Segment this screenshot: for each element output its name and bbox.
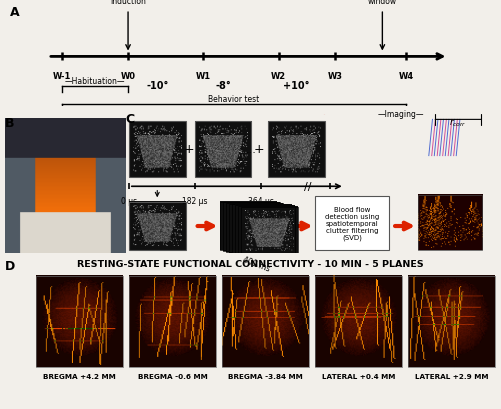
Text: BREGMA +4.2 MM: BREGMA +4.2 MM <box>43 373 116 379</box>
Text: —Imaging—: —Imaging— <box>378 110 424 119</box>
Text: A: A <box>11 6 20 19</box>
Text: 0 μs: 0 μs <box>121 197 137 206</box>
Text: Thinned- skull
window: Thinned- skull window <box>356 0 409 6</box>
Text: B: B <box>5 117 15 130</box>
Text: ...: ... <box>246 144 257 154</box>
Text: LATERAL +2.9 MM: LATERAL +2.9 MM <box>415 373 488 379</box>
Bar <box>223 203 280 252</box>
Text: LATERAL +0.4 MM: LATERAL +0.4 MM <box>322 373 395 379</box>
Bar <box>36 276 123 366</box>
Text: D: D <box>5 259 15 272</box>
Text: BREGMA -0.6 MM: BREGMA -0.6 MM <box>138 373 207 379</box>
Text: BREGMA -3.84 MM: BREGMA -3.84 MM <box>228 373 303 379</box>
Text: W-1: W-1 <box>53 72 71 81</box>
Bar <box>220 202 277 251</box>
Bar <box>268 121 325 177</box>
Text: W3: W3 <box>328 72 343 81</box>
Text: Arthritis
induction: Arthritis induction <box>110 0 146 6</box>
Text: +10°: +10° <box>283 81 310 91</box>
Text: -10°: -10° <box>146 81 168 91</box>
Text: RESTING-STATE FUNCTIONAL CONNECTIVITY - 10 MIN - 5 PLANES: RESTING-STATE FUNCTIONAL CONNECTIVITY - … <box>77 259 424 268</box>
Text: W2: W2 <box>271 72 286 81</box>
Text: 400 ms: 400 ms <box>241 255 271 273</box>
Bar <box>129 121 185 177</box>
Text: +: + <box>254 143 264 156</box>
Bar <box>408 276 495 366</box>
Text: $r_{corr}$: $r_{corr}$ <box>449 117 467 129</box>
Bar <box>238 206 295 255</box>
Text: 2 ms: 2 ms <box>321 197 339 206</box>
Text: 364 μs: 364 μs <box>247 197 274 206</box>
Bar <box>226 204 283 252</box>
Bar <box>229 204 286 253</box>
Text: 182 μs: 182 μs <box>182 197 207 206</box>
Text: W0: W0 <box>121 72 136 81</box>
Bar <box>129 276 216 366</box>
Bar <box>235 206 292 254</box>
Text: //: // <box>305 182 312 192</box>
Text: -8°: -8° <box>215 81 231 91</box>
Text: W4: W4 <box>398 72 413 81</box>
Text: Behavior test: Behavior test <box>208 94 260 103</box>
Bar <box>129 202 185 251</box>
Text: —Habituation—: —Habituation— <box>65 77 125 86</box>
Bar <box>195 121 252 177</box>
Text: W1: W1 <box>196 72 211 81</box>
Bar <box>232 205 289 254</box>
Bar <box>241 207 298 256</box>
Bar <box>316 197 389 251</box>
Bar <box>315 276 402 366</box>
Bar <box>222 276 309 366</box>
Bar <box>418 195 482 251</box>
Text: C: C <box>125 112 134 126</box>
Text: +: + <box>184 143 194 156</box>
Text: Blood flow
detection using
spatiotemporal
clutter filtering
(SVD): Blood flow detection using spatiotempora… <box>325 207 379 241</box>
